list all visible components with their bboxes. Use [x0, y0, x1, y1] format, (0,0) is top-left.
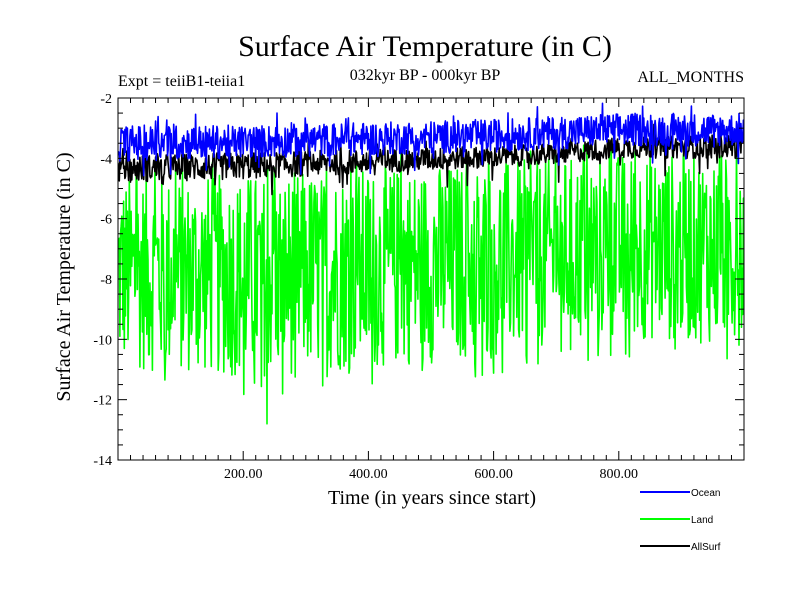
y-tick-label: -4	[100, 152, 112, 167]
chart-subtitle-left: Expt = teiiB1-teiia1	[118, 73, 245, 90]
x-tick-label: 400.00	[349, 467, 388, 482]
chart-subtitle-right: ALL_MONTHS	[637, 69, 744, 86]
series-land-line	[118, 144, 744, 425]
legend-label-ocean: Ocean	[691, 488, 720, 499]
x-tick-label: 600.00	[474, 467, 513, 482]
chart-subtitle-center: 032kyr BP - 000kyr BP	[350, 67, 501, 84]
y-tick-label: -12	[93, 394, 112, 409]
legend: Ocean Land AllSurf	[640, 488, 721, 553]
series-ocean-line	[118, 102, 744, 177]
y-axis-label: Surface Air Temperature (in C)	[53, 152, 75, 401]
x-axis-label: Time (in years since start)	[328, 487, 536, 509]
x-tick-label: 200.00	[224, 467, 263, 482]
chart-title: Surface Air Temperature (in C)	[238, 30, 612, 63]
y-tick-label: -8	[100, 273, 112, 288]
y-tick-label: -6	[100, 213, 112, 228]
y-tick-label: -14	[93, 454, 112, 469]
y-tick-label: -10	[93, 333, 112, 348]
axes-layer: 200.00 400.00 600.00 800.00 -2 -4 -6 -8 -10 -12 -1…	[93, 92, 745, 482]
series-layer	[118, 102, 744, 425]
series-allsurf-line	[118, 123, 744, 196]
y-tick-label: -2	[100, 92, 112, 107]
x-tick-label: 800.00	[600, 467, 639, 482]
legend-label-land: Land	[691, 515, 713, 526]
legend-label-allsurf: AllSurf	[691, 542, 721, 553]
